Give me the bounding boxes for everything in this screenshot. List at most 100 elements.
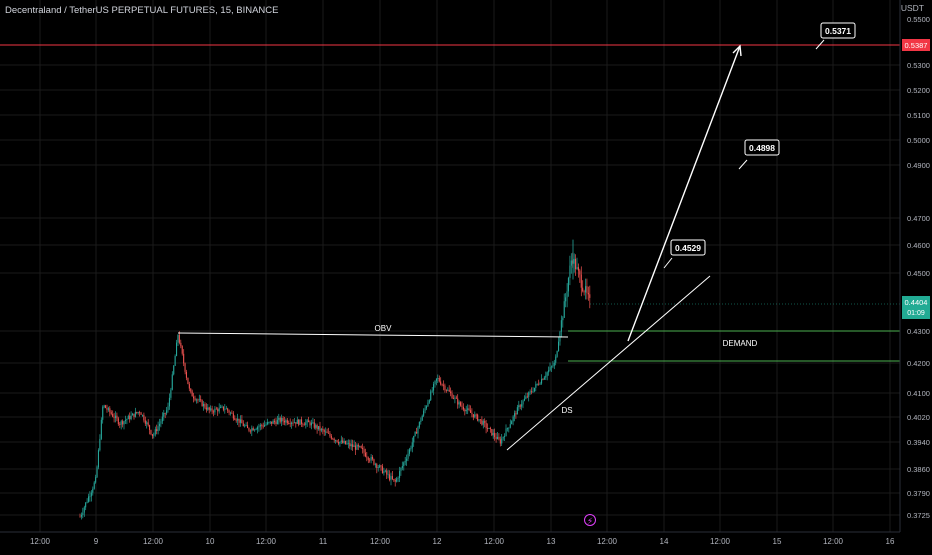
candle-body [492,433,494,436]
candle-body [431,390,433,392]
candle-body [103,405,105,408]
candle-body [296,419,298,424]
candle-body [109,408,111,413]
time-axis[interactable]: 12:00 9 12:00 10 12:00 11 12:00 12 12:00 13 12:00 1… [0,531,932,550]
candle-body [149,425,151,430]
candle-body [350,444,352,447]
candle-body [555,356,557,363]
time-tick-label: 12:00 [710,537,731,546]
ds-label: DS [561,406,572,415]
candle-body [582,287,584,292]
candle-body [525,396,527,399]
candle-body [221,406,223,408]
candle-body [217,409,219,412]
candle-body [197,399,199,401]
target-callout-2[interactable]: 0.4898 [738,139,780,170]
candle-body [353,445,355,447]
candle-body [546,372,548,376]
time-tick-label: 10 [206,537,215,546]
candle-body [156,429,158,431]
candle-body [212,411,214,413]
candle-body [283,420,285,423]
candle-body [168,397,170,407]
price-tick-label: 0.4020 [907,413,930,422]
candle-body [215,408,217,410]
candle-body [269,421,271,423]
target-callout-3[interactable]: 0.5371 [815,22,856,50]
time-tick-label: 12:00 [484,537,505,546]
candle-body [498,436,500,440]
candle-body [332,438,334,440]
lightning-icon[interactable]: ⚡ [584,514,596,526]
candle-body [391,476,393,480]
candle-body [488,428,490,429]
candle-body [262,425,264,427]
ds-trend-line[interactable] [506,275,711,451]
candle-body [230,412,232,414]
target-2-label: 0.4898 [749,143,775,153]
candle-body [112,414,114,417]
candle-body [327,432,329,434]
candle-body [268,422,270,423]
price-tick-label: 0.3940 [907,438,930,447]
candle-body [123,421,125,425]
candle-body [424,408,426,411]
candle-body [579,270,581,275]
candle-body [318,426,320,430]
candle-body [462,406,464,410]
projection-arrow-line[interactable] [627,45,741,342]
candle-body [489,428,491,430]
candle-body [141,414,143,416]
candle-body [176,342,178,356]
candle-body [558,341,560,352]
price-tick-label: 0.4300 [907,327,930,336]
drawings[interactable]: OBV DEMAND DS 0.4529 0.4898 [0,22,900,451]
candle-body [366,456,368,458]
candle-body [441,384,443,386]
candle-body [315,425,317,428]
candle-body [407,453,409,459]
candle-body [178,335,180,343]
candle-body [299,419,301,425]
candle-body [502,436,504,439]
candle-body [531,391,533,393]
candle-body [161,416,163,422]
candle-body [516,407,518,415]
candle-body [428,400,430,403]
candle-body [522,400,524,405]
candle-body [377,467,379,468]
candle-body [319,426,321,431]
candle-body [134,412,136,417]
candle-body [301,419,303,424]
target-callout-1[interactable]: 0.4529 [663,239,706,269]
candle-body [471,412,473,415]
candle-body [363,449,365,453]
candle-body [414,432,416,436]
candle-body [573,258,575,264]
time-tick-label: 12 [433,537,442,546]
price-badges: 0.5387 0.4404 01:09 [902,39,930,319]
time-tick-label: 14 [660,537,669,546]
candle-body [130,415,132,420]
candle-body [333,438,335,441]
candle-body [553,362,555,366]
symbol-title[interactable]: Decentraland / TetherUS PERPETUAL FUTURE… [5,5,279,16]
candle-body [569,265,571,278]
price-axis[interactable]: 0.5500 0.5300 0.5200 0.5100 0.5000 0.4900 0.4… [899,0,932,532]
candle-body [349,443,351,447]
candle-body [289,423,291,425]
candle-body [526,396,528,398]
candle-body [102,407,104,420]
candle-body [167,406,169,411]
candle-body [228,410,230,413]
obv-line[interactable] [177,332,569,338]
candle-body [201,400,203,407]
candle-body [293,422,295,423]
candle-body [88,496,90,502]
candle-body [477,414,479,421]
time-tick-label: 16 [886,537,895,546]
candle-body [387,474,389,476]
candle-body [126,419,128,421]
